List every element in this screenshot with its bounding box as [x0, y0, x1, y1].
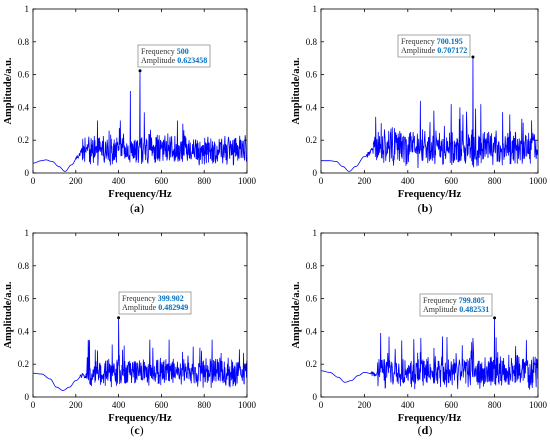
data-tip-frequency: Frequency 399.902 [122, 294, 184, 303]
panel-label: (d) [418, 423, 433, 437]
peak-marker[interactable] [138, 69, 142, 73]
x-tick-label: 0 [31, 176, 36, 186]
data-tip-frequency: Frequency 700.195 [401, 37, 463, 46]
data-tip-box [397, 34, 471, 58]
x-axis-label: Frequency/Hz [108, 413, 172, 424]
data-tip-amplitude: Amplitude 0.707172 [401, 46, 467, 55]
x-tick-label: 200 [358, 176, 372, 186]
x-tick-label: 1000 [529, 176, 548, 186]
y-axis-label: Amplitude/a.u. [291, 281, 302, 348]
y-tick-label: 0.4 [18, 102, 30, 112]
panel-b: 0 200 400 600 800 1000 0 0.2 0.4 0.6 0.8 1 Frequency… [291, 4, 548, 215]
y-tick-label: 0.8 [306, 37, 318, 47]
x-tick-label: 400 [112, 176, 126, 186]
y-tick-label: 1 [313, 4, 318, 14]
y-tick-label: 0.2 [306, 135, 317, 145]
x-tick-label: 400 [401, 400, 415, 410]
y-tick-label: 0.4 [306, 326, 318, 336]
data-tip-amplitude: Amplitude 0.482949 [122, 303, 188, 312]
y-tick-label: 0.8 [18, 37, 30, 47]
panel-d: 0 200 400 600 800 1000 0 0.2 0.4 0.6 0.8 1 Frequency… [291, 228, 548, 437]
axes-box [320, 232, 539, 398]
signal-series-line [32, 70, 248, 172]
y-tick-label: 0.8 [306, 261, 318, 271]
axes-box [32, 8, 248, 174]
panel-a: 0 200 400 600 800 1000 0 0.2 0.4 0.6 0.8 1 Frequency… [3, 4, 257, 215]
x-tick-label: 0 [31, 400, 36, 410]
x-tick-label: 600 [444, 176, 458, 186]
y-tick-label: 0 [25, 168, 30, 178]
y-tick-label: 0.4 [306, 102, 318, 112]
x-tick-label: 200 [69, 176, 83, 186]
data-tip-frequency: Frequency 799.805 [423, 296, 485, 305]
x-tick-label: 200 [69, 400, 83, 410]
data-tip-frequency: Frequency 500 [141, 47, 189, 56]
y-tick-label: 0.8 [18, 261, 30, 271]
peak-marker[interactable] [117, 316, 121, 320]
y-axis-label: Amplitude/a.u. [291, 57, 302, 124]
signal-series-line [33, 317, 248, 391]
x-tick-label: 0 [319, 176, 324, 186]
y-tick-label: 0 [25, 392, 30, 402]
y-tick-label: 0 [313, 392, 318, 402]
y-tick-label: 0.6 [306, 70, 318, 80]
peak-marker[interactable] [493, 316, 497, 320]
x-axis-label: Frequency/Hz [398, 189, 462, 200]
y-tick-label: 1 [25, 228, 30, 238]
axes-box [320, 8, 539, 174]
x-tick-label: 800 [488, 400, 502, 410]
x-tick-label: 600 [155, 176, 169, 186]
x-tick-label: 1000 [238, 176, 257, 186]
x-tick-label: 800 [197, 400, 211, 410]
y-tick-label: 0.6 [306, 294, 318, 304]
x-axis-label: Frequency/Hz [398, 413, 462, 424]
x-tick-label: 1000 [529, 400, 548, 410]
data-tip-box [419, 293, 493, 317]
y-axis-label: Amplitude/a.u. [3, 57, 14, 124]
axes-box [32, 232, 248, 398]
x-tick-label: 400 [401, 176, 415, 186]
x-tick-label: 200 [358, 400, 372, 410]
y-tick-label: 0.2 [18, 359, 29, 369]
data-tip-box [137, 44, 211, 68]
y-tick-label: 1 [313, 228, 318, 238]
x-axis-label: Frequency/Hz [108, 189, 172, 200]
x-tick-label: 400 [112, 400, 126, 410]
data-tip-box [118, 291, 192, 315]
x-tick-label: 0 [319, 400, 324, 410]
signal-series-line [320, 317, 539, 390]
x-tick-label: 600 [155, 400, 169, 410]
panel-label: (b) [418, 201, 433, 215]
y-axis-label: Amplitude/a.u. [3, 281, 14, 348]
data-tip-amplitude: Amplitude 0.482531 [423, 305, 489, 314]
y-tick-label: 0.6 [18, 70, 30, 80]
x-tick-label: 800 [488, 176, 502, 186]
y-tick-label: 0.2 [18, 135, 29, 145]
x-tick-label: 600 [444, 400, 458, 410]
peak-marker[interactable] [471, 55, 475, 59]
y-tick-label: 0.4 [18, 326, 30, 336]
x-tick-label: 1000 [238, 400, 257, 410]
y-tick-label: 0.6 [18, 294, 30, 304]
panel-label: (c) [130, 423, 143, 437]
signal-series-line [321, 57, 539, 172]
panel-label: (a) [130, 201, 144, 215]
y-tick-label: 1 [25, 4, 30, 14]
panel-c: 0 200 400 600 800 1000 0 0.2 0.4 0.6 0.8 1 Frequency… [3, 228, 257, 437]
x-tick-label: 800 [197, 176, 211, 186]
y-tick-label: 0 [313, 168, 318, 178]
y-tick-label: 0.2 [306, 359, 317, 369]
data-tip-amplitude: Amplitude 0.623458 [141, 56, 207, 65]
